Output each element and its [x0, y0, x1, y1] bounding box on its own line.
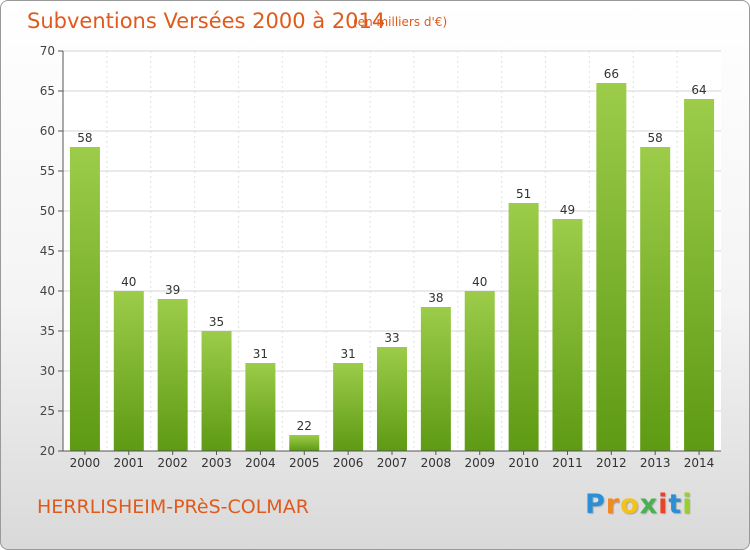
- bar-value-label: 58: [648, 131, 663, 145]
- bar-value-label: 35: [209, 315, 224, 329]
- bar-2004: [245, 363, 276, 451]
- y-tick-label: 25: [40, 404, 55, 418]
- bar-2000: [69, 147, 100, 451]
- bar-value-label: 22: [297, 419, 312, 433]
- bar-2007: [377, 347, 407, 451]
- y-tick-label: 60: [40, 124, 55, 138]
- logo-letter: i: [682, 489, 693, 520]
- x-tick-label: 2008: [421, 456, 452, 470]
- bar-value-label: 31: [340, 347, 355, 361]
- y-tick-label: 30: [40, 364, 55, 378]
- bar-value-label: 49: [560, 203, 575, 217]
- bar-2008: [420, 307, 451, 451]
- commune-name: HERRLISHEIM-PRèS-COLMAR: [37, 496, 309, 518]
- x-tick-label: 2013: [640, 456, 671, 470]
- bar-value-label: 40: [472, 275, 487, 289]
- y-tick-label: 55: [40, 164, 55, 178]
- y-tick-label: 65: [40, 84, 55, 98]
- x-tick-label: 2011: [552, 456, 583, 470]
- x-tick-label: 2001: [114, 456, 145, 470]
- bar-value-label: 39: [165, 283, 180, 297]
- proxiti-logo: Proxiti: [585, 489, 693, 520]
- bar-value-label: 64: [691, 83, 706, 97]
- logo-letter: t: [668, 489, 683, 520]
- bar-2001: [113, 291, 144, 451]
- y-tick-label: 20: [40, 444, 55, 458]
- logo-letter: x: [639, 489, 659, 520]
- bar-value-label: 66: [604, 67, 619, 81]
- bar-value-label: 58: [77, 131, 92, 145]
- x-tick-label: 2010: [508, 456, 539, 470]
- bar-2003: [201, 331, 232, 451]
- bar-2010: [508, 203, 539, 451]
- bar-2014: [684, 99, 715, 451]
- logo-letter: r: [605, 489, 621, 520]
- logo-letter: P: [585, 489, 606, 520]
- chart-unit: (en milliers d'€): [353, 15, 448, 29]
- bar-value-label: 38: [428, 291, 443, 305]
- x-tick-label: 2012: [596, 456, 627, 470]
- y-tick-label: 35: [40, 324, 55, 338]
- bar-2006: [333, 363, 364, 451]
- bar-2011: [552, 219, 583, 451]
- bar-2002: [157, 299, 188, 451]
- y-tick-label: 50: [40, 204, 55, 218]
- x-tick-label: 2005: [289, 456, 320, 470]
- bar-2012: [596, 83, 627, 451]
- x-tick-label: 2007: [377, 456, 408, 470]
- x-tick-label: 2000: [70, 456, 101, 470]
- x-tick-label: 2014: [684, 456, 715, 470]
- bar-value-label: 51: [516, 187, 531, 201]
- y-tick-label: 70: [40, 44, 55, 58]
- bar-2013: [640, 147, 671, 451]
- x-tick-label: 2009: [464, 456, 495, 470]
- logo-letter: o: [620, 489, 640, 520]
- logo-letter: i: [658, 489, 669, 520]
- y-tick-label: 45: [40, 244, 55, 258]
- chart-title: Subventions Versées 2000 à 2014: [27, 9, 386, 33]
- bar-2009: [464, 291, 495, 451]
- x-tick-label: 2003: [201, 456, 232, 470]
- x-tick-label: 2002: [157, 456, 188, 470]
- y-tick-label: 40: [40, 284, 55, 298]
- bar-2005: [289, 435, 320, 451]
- bar-value-label: 40: [121, 275, 136, 289]
- bar-value-label: 33: [384, 331, 399, 345]
- bar-value-label: 31: [253, 347, 268, 361]
- x-tick-label: 2004: [245, 456, 276, 470]
- x-tick-label: 2006: [333, 456, 364, 470]
